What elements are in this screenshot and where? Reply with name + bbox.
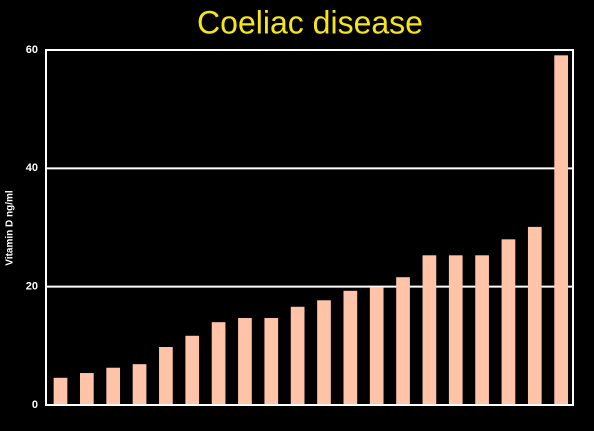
- y-axis-label: Vitamin D ng/ml: [5, 190, 16, 266]
- plot-border: [45, 49, 574, 406]
- bar: [53, 377, 68, 405]
- chart-title: Coeliac disease: [197, 4, 423, 40]
- bar: [238, 318, 252, 405]
- bar: [369, 287, 384, 405]
- bar: [448, 255, 463, 405]
- bar: [106, 367, 121, 405]
- bar: [527, 226, 542, 405]
- bar: [79, 373, 94, 405]
- bar: [290, 306, 305, 405]
- bar: [159, 347, 173, 405]
- bar: [185, 335, 200, 405]
- y-tick-label: 40: [26, 162, 38, 174]
- bar: [317, 300, 331, 405]
- bar: [264, 318, 279, 405]
- bar: [343, 290, 358, 405]
- bar: [396, 277, 410, 405]
- bar: [211, 322, 226, 405]
- bar: [554, 55, 568, 405]
- bar: [422, 255, 437, 405]
- y-tick-label: 0: [32, 399, 38, 411]
- bar: [475, 255, 489, 405]
- bar: [132, 364, 147, 405]
- y-tick-label: 20: [26, 281, 38, 293]
- bar: [501, 239, 516, 405]
- y-tick-label: 60: [26, 44, 38, 56]
